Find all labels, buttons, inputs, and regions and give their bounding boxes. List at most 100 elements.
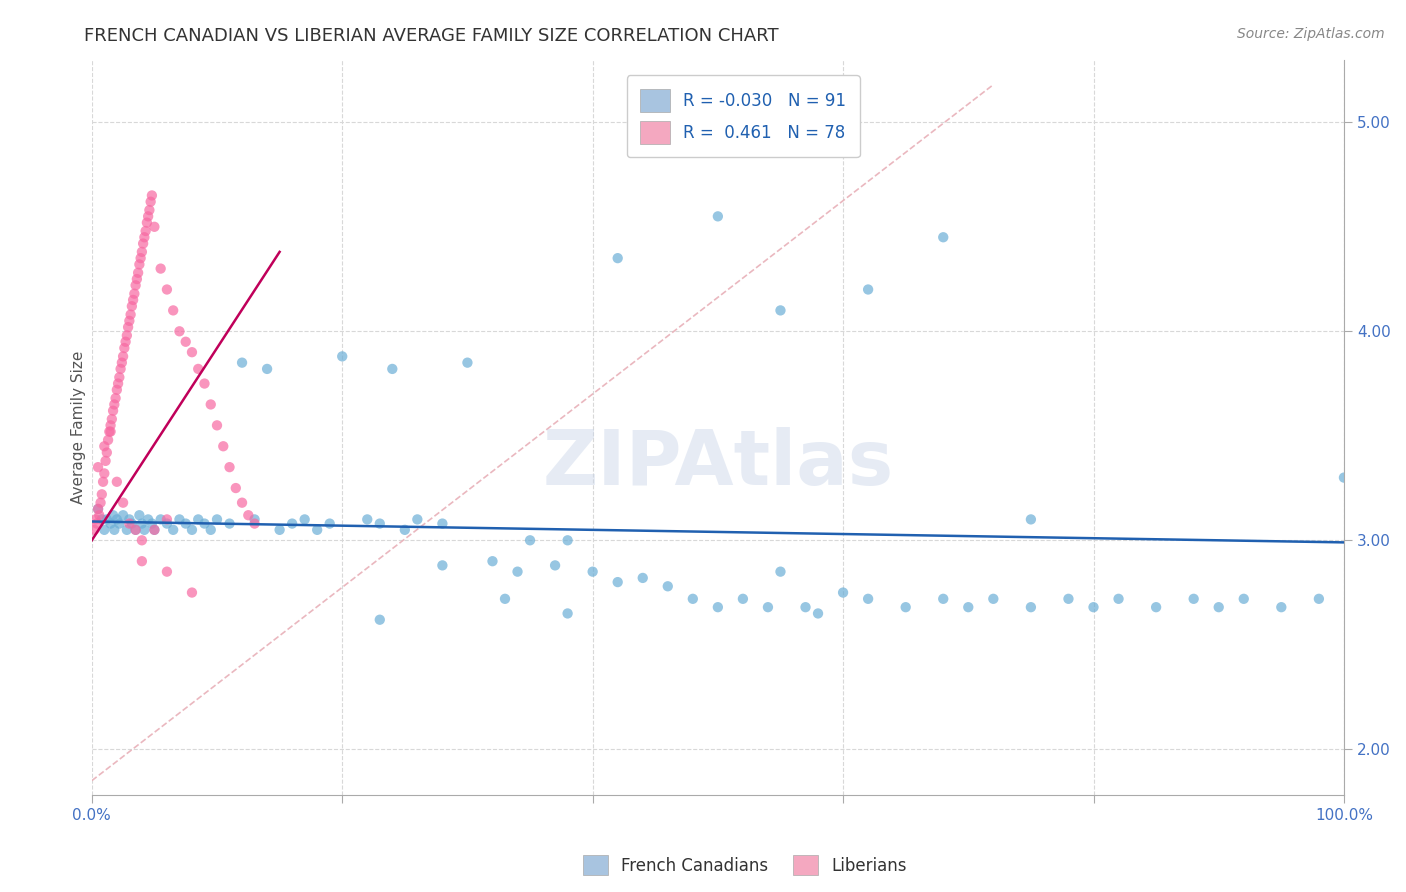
Point — [856, 283, 879, 297]
Point — [141, 516, 163, 531]
Point — [193, 516, 215, 531]
Point — [122, 293, 145, 307]
Point — [139, 194, 162, 209]
Point — [135, 216, 157, 230]
Point — [544, 558, 567, 573]
Point — [131, 516, 153, 531]
Point — [108, 516, 131, 531]
Point — [169, 324, 191, 338]
Point — [105, 383, 128, 397]
Point — [143, 219, 166, 234]
Point — [731, 591, 754, 606]
Point — [118, 516, 141, 531]
Text: Source: ZipAtlas.com: Source: ZipAtlas.com — [1237, 27, 1385, 41]
Point — [134, 230, 156, 244]
Point — [149, 512, 172, 526]
Point — [134, 523, 156, 537]
Point — [112, 341, 135, 355]
Point — [243, 512, 266, 526]
Point — [124, 286, 146, 301]
Point — [118, 512, 141, 526]
Point — [100, 418, 122, 433]
Point — [832, 585, 855, 599]
Point — [181, 523, 204, 537]
Point — [1270, 600, 1292, 615]
Point — [121, 516, 143, 531]
Point — [582, 565, 605, 579]
Point — [356, 512, 378, 526]
Point — [932, 230, 955, 244]
Point — [205, 512, 228, 526]
Point — [97, 433, 120, 447]
Point — [682, 591, 704, 606]
Point — [89, 508, 111, 523]
Point — [132, 236, 155, 251]
Point — [368, 613, 391, 627]
Point — [330, 350, 353, 364]
Point — [756, 600, 779, 615]
Point — [131, 244, 153, 259]
Point — [141, 188, 163, 202]
Point — [769, 565, 792, 579]
Point — [125, 272, 148, 286]
Point — [108, 370, 131, 384]
Point — [238, 508, 260, 523]
Point — [114, 334, 136, 349]
Y-axis label: Average Family Size: Average Family Size — [72, 351, 86, 504]
Point — [894, 600, 917, 615]
Point — [98, 425, 121, 439]
Point — [105, 512, 128, 526]
Point — [187, 512, 209, 526]
Point — [90, 512, 112, 526]
Point — [557, 533, 579, 548]
Point — [117, 320, 139, 334]
Point — [120, 308, 142, 322]
Point — [156, 512, 179, 526]
Point — [181, 585, 204, 599]
Point — [932, 591, 955, 606]
Point — [1108, 591, 1130, 606]
Point — [506, 565, 529, 579]
Text: ZIPAtlas: ZIPAtlas — [543, 427, 893, 501]
Point — [432, 516, 454, 531]
Point — [1144, 600, 1167, 615]
Point — [707, 210, 730, 224]
Point — [135, 224, 157, 238]
Point — [118, 314, 141, 328]
Point — [231, 356, 253, 370]
Point — [100, 516, 122, 531]
Point — [156, 516, 179, 531]
Point — [169, 512, 191, 526]
Point — [1019, 600, 1042, 615]
Point — [231, 496, 253, 510]
Point — [136, 210, 159, 224]
Point — [456, 356, 478, 370]
Point — [124, 523, 146, 537]
Point — [107, 376, 129, 391]
Point — [1333, 470, 1355, 484]
Point — [1233, 591, 1256, 606]
Point — [90, 487, 112, 501]
Point — [519, 533, 541, 548]
Point — [794, 600, 817, 615]
Point — [406, 512, 429, 526]
Point — [243, 516, 266, 531]
Point — [981, 591, 1004, 606]
Point — [205, 418, 228, 433]
Point — [381, 362, 404, 376]
Point — [269, 523, 291, 537]
Point — [83, 523, 105, 537]
Point — [432, 558, 454, 573]
Point — [181, 345, 204, 359]
Point — [162, 523, 184, 537]
Point — [156, 565, 179, 579]
Point — [156, 283, 179, 297]
Point — [606, 251, 628, 265]
Point — [90, 496, 112, 510]
Point — [1019, 512, 1042, 526]
Point — [200, 397, 222, 411]
Legend: French Canadians, Liberians: French Canadians, Liberians — [575, 847, 915, 884]
Point — [93, 439, 115, 453]
Point — [481, 554, 503, 568]
Point — [127, 266, 149, 280]
